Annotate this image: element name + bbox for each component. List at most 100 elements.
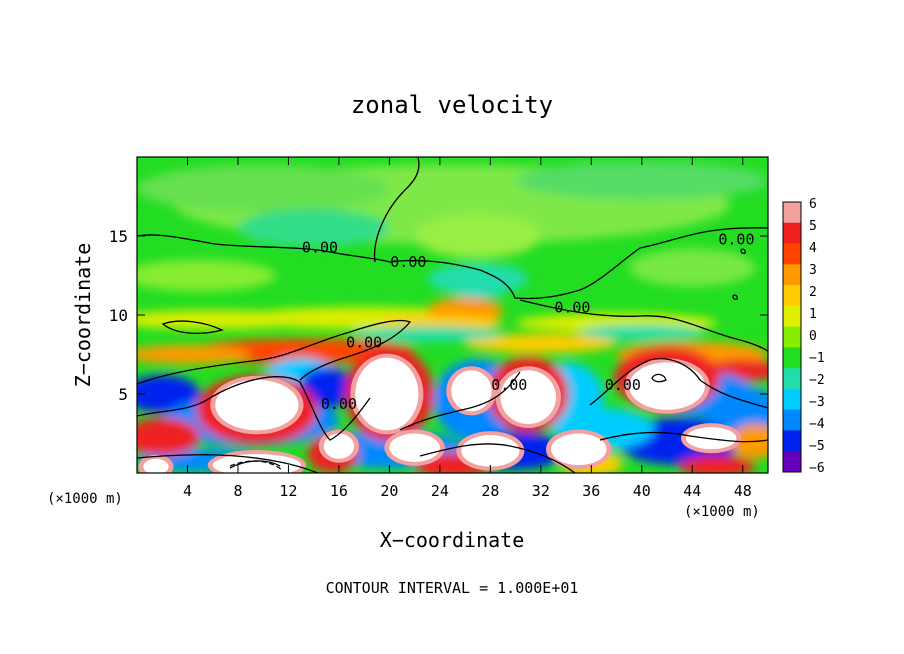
colorbar-label: −5 [809, 439, 825, 454]
y-axis-ticks: 5 10 15 [109, 227, 768, 404]
contour-line [599, 431, 768, 443]
x-tick-label: 24 [431, 482, 449, 500]
field-blob [427, 262, 529, 295]
x-tick-label: 16 [330, 482, 348, 500]
colorbar-swatch [783, 285, 801, 307]
contour-line [161, 320, 224, 335]
x-tick-label: 44 [683, 482, 701, 500]
colorbar-frame [782, 201, 802, 473]
field-blob [351, 326, 503, 342]
colorbar-swatch [783, 264, 801, 286]
colorbar-swatch [783, 451, 801, 473]
colorbar-label: 4 [809, 241, 817, 256]
core [451, 370, 492, 412]
contour-labels: 0.00 0.00 0.00 0.00 0.00 0.00 0.00 0.00 [302, 231, 755, 413]
field-blob [137, 259, 276, 292]
contour-label: 0.00 [390, 253, 426, 271]
contour-line [399, 371, 521, 431]
core [500, 370, 556, 425]
x-tick-label: 32 [532, 482, 550, 500]
contour-line [419, 443, 576, 473]
colorbar-label: 1 [809, 307, 817, 322]
contour-line [651, 373, 667, 383]
y-tick-label: 10 [109, 306, 128, 325]
x-unit-left: (×1000 m) [47, 491, 123, 507]
contour-line [137, 319, 412, 385]
contour-label: 0.00 [718, 231, 754, 249]
field-blob [137, 417, 201, 456]
y-tick-label: 15 [109, 227, 128, 246]
colorbar-swatch [783, 222, 801, 245]
contour-label: 0.00 [554, 299, 590, 317]
colorbar-label: −3 [809, 395, 825, 410]
chart-title: zonal velocity [351, 91, 553, 119]
contour-line [589, 358, 768, 409]
colorbar-label: 0 [809, 329, 817, 344]
x-tick-label: 48 [734, 482, 752, 500]
field-blob [578, 324, 705, 341]
core [461, 435, 520, 467]
core [143, 458, 169, 473]
x-unit-right: (×1000 m) [684, 504, 760, 520]
colorbar-swatch [783, 368, 801, 390]
colorbar-swatch [783, 326, 801, 348]
y-axis-label: Z−coordinate [71, 243, 95, 388]
field-blob [414, 213, 541, 259]
contour-line [519, 299, 768, 353]
contour-line [137, 227, 768, 300]
colorbar-label: −6 [809, 461, 825, 476]
contour-label: 0.00 [605, 376, 641, 394]
plot-area: 0.00 0.00 0.00 0.00 0.00 0.00 0.00 0.00 [137, 157, 768, 473]
field-blob [679, 455, 756, 473]
field-blob [465, 333, 617, 353]
y-tick-label: 5 [118, 385, 128, 404]
contour-interval-note: CONTOUR INTERVAL = 1.000E+01 [326, 579, 579, 597]
contour-line [740, 248, 746, 255]
field-blob [629, 248, 756, 287]
zero-contours [137, 157, 768, 473]
x-axis-label: X−coordinate [380, 528, 525, 552]
contour-line-negative [229, 460, 283, 471]
x-tick-label: 36 [582, 482, 600, 500]
colorbar-swatch [783, 243, 801, 265]
colorbar-label: 6 [809, 197, 817, 212]
contour-line [137, 376, 371, 441]
contour-label: 0.00 [346, 333, 382, 351]
x-axis-ticks: 4 8 12 16 20 24 28 32 36 40 44 48 [183, 157, 752, 500]
x-tick-label: 40 [633, 482, 651, 500]
x-tick-label: 8 [233, 482, 242, 500]
field-blob [237, 209, 390, 248]
colorbar-label: 2 [809, 285, 817, 300]
colorbar-label: −2 [809, 373, 825, 388]
colorbar-swatch [783, 409, 801, 431]
x-tick-label: 12 [279, 482, 297, 500]
core [389, 433, 440, 462]
field-blob [515, 161, 768, 200]
x-tick-label: 28 [481, 482, 499, 500]
core [629, 362, 705, 410]
contour-line [373, 157, 420, 263]
colorbar-label: 5 [809, 219, 817, 234]
contour-line [137, 454, 319, 473]
colorbar-swatch [783, 305, 801, 328]
contour-label: 0.00 [321, 395, 357, 413]
colorbar-label: −1 [809, 351, 825, 366]
core [550, 433, 607, 466]
colorbar-swatch [783, 347, 801, 369]
colorbar: 6 5 4 3 2 1 0 −1 −2 −3 −4 −5 −6 [783, 197, 825, 476]
field-blob [704, 386, 768, 434]
colorbar-swatch [783, 430, 801, 452]
core [215, 379, 299, 431]
contour-label: 0.00 [302, 239, 338, 257]
core [355, 357, 419, 431]
colorbar-swatch [783, 202, 801, 224]
field-blob [137, 345, 251, 364]
x-tick-label: 4 [183, 482, 192, 500]
colorbar-swatch [783, 388, 801, 411]
field-blob [137, 164, 390, 213]
contour-label: 0.00 [491, 376, 527, 394]
colorbar-label: 3 [809, 263, 817, 278]
contour-line [732, 294, 738, 301]
x-tick-label: 20 [380, 482, 398, 500]
